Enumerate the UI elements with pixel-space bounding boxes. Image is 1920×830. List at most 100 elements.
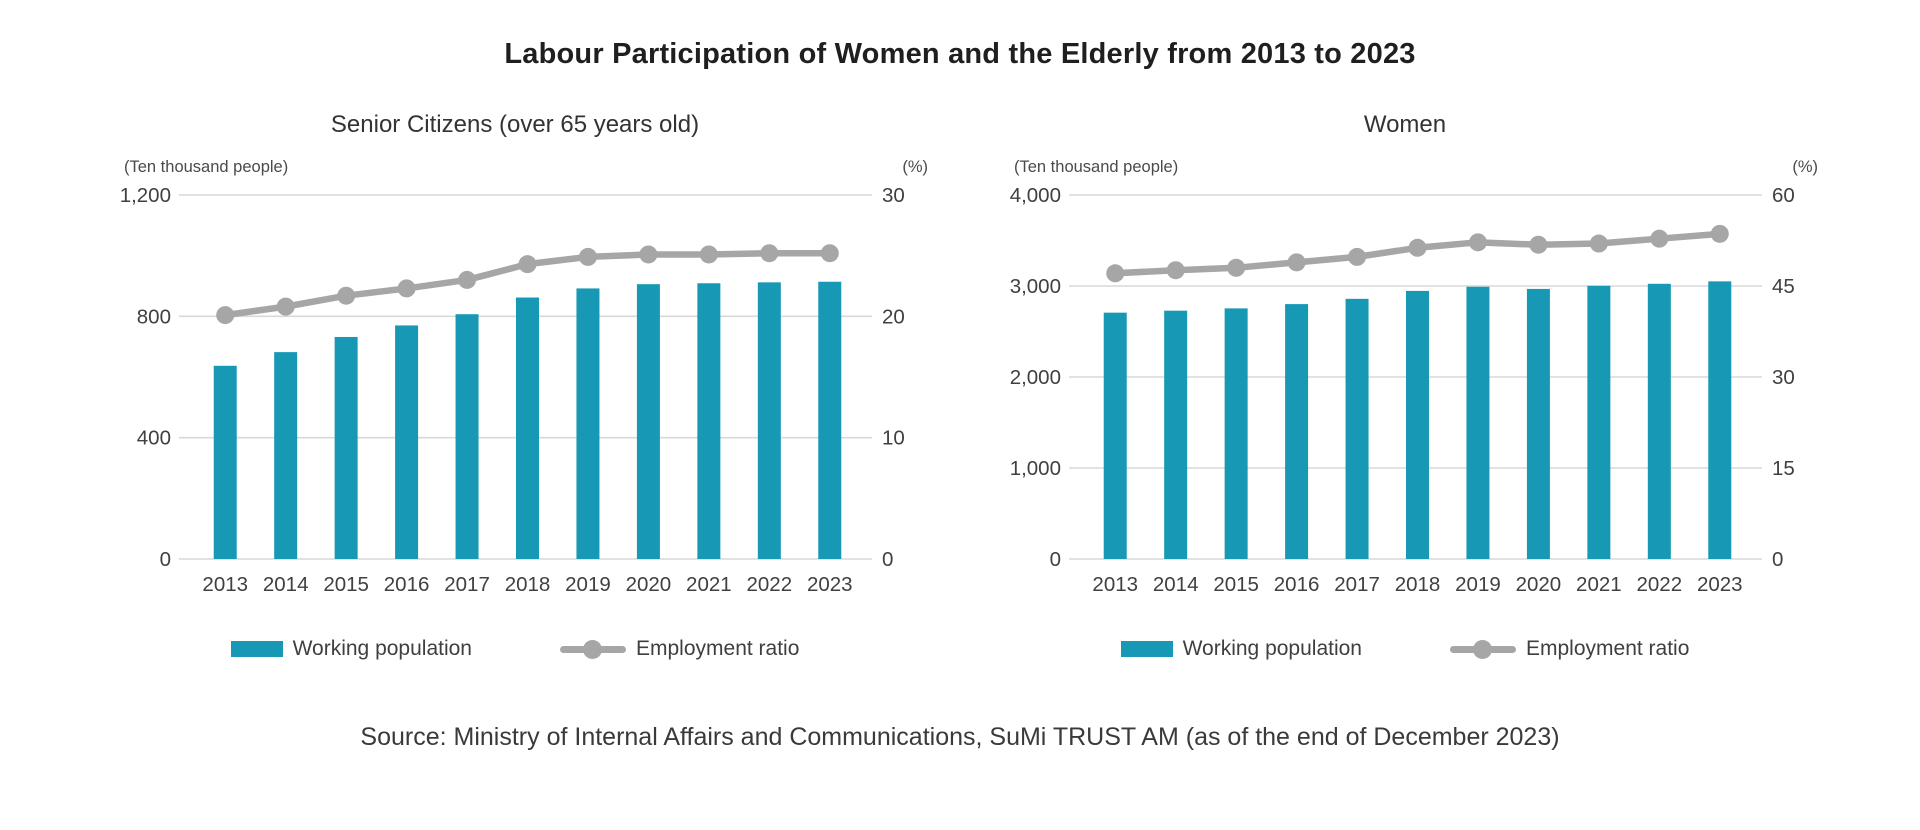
x-label-2017: 2017 — [444, 573, 490, 596]
right-tick-label-60: 60 — [1772, 184, 1795, 207]
marker-2021 — [699, 245, 718, 264]
x-label-2017: 2017 — [1334, 573, 1380, 596]
bar-2014 — [274, 352, 298, 559]
x-label-2013: 2013 — [202, 573, 248, 596]
bar-2018 — [516, 297, 539, 559]
x-label-2022: 2022 — [747, 573, 793, 596]
bar-2022 — [1647, 283, 1671, 559]
right-tick-label-30: 30 — [882, 184, 905, 207]
marker-2020 — [639, 245, 658, 264]
marker-2016 — [397, 279, 416, 298]
bar-2021 — [697, 283, 721, 559]
x-label-2018: 2018 — [505, 573, 551, 596]
bar-2020 — [636, 284, 660, 559]
employment-ratio-dot-icon — [583, 639, 602, 659]
right-tick-label-30: 30 — [1772, 366, 1795, 389]
bar-2015 — [1224, 308, 1248, 559]
women-right-axis-unit-label: (%) — [1792, 158, 1818, 176]
bar-2014 — [1164, 310, 1188, 559]
working-population-swatch-icon — [1120, 641, 1173, 657]
marker-2019 — [1468, 233, 1487, 252]
x-label-2020: 2020 — [626, 573, 672, 596]
marker-2013 — [1106, 264, 1125, 283]
x-label-2021: 2021 — [1576, 573, 1622, 596]
right-tick-label-45: 45 — [1772, 275, 1795, 298]
page-title: Labour Participation of Women and the El… — [504, 38, 1416, 70]
source-note: Source: Ministry of Internal Affairs and… — [360, 723, 1560, 751]
x-label-2015: 2015 — [1213, 573, 1259, 596]
senior-legend: Working population Employment ratio — [90, 637, 940, 661]
marker-2021 — [1589, 234, 1608, 253]
marker-2015 — [337, 286, 356, 305]
x-label-2014: 2014 — [263, 573, 309, 596]
left-tick-label-3000: 3,000 — [1010, 275, 1061, 298]
left-tick-label-400: 400 — [137, 427, 171, 450]
marker-2017 — [1348, 247, 1367, 266]
bar-2013 — [1103, 312, 1127, 559]
left-tick-label-0: 0 — [1050, 548, 1061, 571]
x-label-2018: 2018 — [1395, 573, 1441, 596]
employment-ratio-swatch-icon — [1450, 639, 1516, 659]
bar-2017 — [455, 314, 479, 559]
women-legend: Working population Employment ratio — [980, 637, 1830, 661]
working-population-swatch-icon — [230, 641, 283, 657]
x-label-2019: 2019 — [565, 573, 611, 596]
right-tick-label-0: 0 — [882, 548, 893, 571]
marker-2019 — [578, 247, 597, 266]
bar-2016 — [1285, 304, 1309, 559]
bar-2015 — [334, 336, 358, 559]
women-chart: Women (Ten thousand people) (%) 0 0 1,000 1… — [980, 111, 1830, 661]
bar-2023 — [818, 281, 842, 559]
bar-2019 — [1466, 286, 1490, 559]
bar-2021 — [1587, 285, 1611, 559]
right-tick-label-10: 10 — [882, 427, 905, 450]
left-tick-label-1200: 1,200 — [120, 184, 171, 207]
marker-2023 — [1710, 224, 1729, 243]
left-tick-label-2000: 2,000 — [1010, 366, 1061, 389]
x-label-2023: 2023 — [807, 573, 853, 596]
x-label-2015: 2015 — [323, 573, 369, 596]
legend-label-working-population: Working population — [1182, 637, 1362, 660]
bar-2016 — [395, 325, 419, 559]
bar-2018 — [1406, 290, 1429, 559]
x-label-2019: 2019 — [1455, 573, 1501, 596]
left-tick-label-0: 0 — [160, 548, 171, 571]
charts-row: Senior Citizens (over 65 years old) (Ten… — [0, 111, 1920, 661]
bar-2019 — [576, 288, 600, 559]
employment-ratio-swatch-icon — [560, 639, 626, 659]
x-label-2021: 2021 — [686, 573, 732, 596]
marker-2018 — [1408, 238, 1427, 257]
x-label-2022: 2022 — [1637, 573, 1683, 596]
marker-2013 — [216, 306, 235, 325]
x-label-2023: 2023 — [1697, 573, 1743, 596]
legend-label-employment-ratio: Employment ratio — [1526, 637, 1690, 660]
right-tick-label-20: 20 — [882, 305, 905, 328]
marker-2017 — [458, 270, 477, 289]
legend-label-employment-ratio: Employment ratio — [636, 637, 800, 660]
women-axis-units: (Ten thousand people) (%) — [980, 155, 1830, 179]
marker-2020 — [1529, 235, 1548, 254]
senior-plot-svg: 0 0 400 10 800 20 1,200 30 2013 2014 2015 2016 2017 2… — [120, 184, 905, 596]
left-tick-label-1000: 1,000 — [1010, 457, 1061, 480]
marker-2022 — [760, 244, 779, 263]
left-tick-label-800: 800 — [137, 305, 171, 328]
x-label-2016: 2016 — [1274, 573, 1320, 596]
marker-2014 — [1166, 261, 1185, 280]
right-tick-label-0: 0 — [1772, 548, 1783, 571]
page: Labour Participation of Women and the El… — [0, 38, 1920, 751]
senior-citizens-chart: Senior Citizens (over 65 years old) (Ten… — [90, 111, 940, 661]
bar-2017 — [1345, 298, 1369, 559]
x-label-2016: 2016 — [384, 573, 430, 596]
senior-right-axis-unit-label: (%) — [902, 158, 928, 176]
bar-2022 — [757, 282, 781, 559]
bar-2013 — [213, 365, 237, 559]
bar-2020 — [1526, 288, 1550, 559]
x-label-2014: 2014 — [1153, 573, 1199, 596]
women-plot-svg: 0 0 1,000 15 2,000 30 3,000 45 4,000 60 2013 2014 20… — [1010, 184, 1795, 596]
senior-axis-units: (Ten thousand people) (%) — [90, 155, 940, 179]
marker-2018 — [518, 255, 537, 274]
marker-2023 — [820, 244, 839, 263]
senior-left-axis-unit-label: (Ten thousand people) — [124, 158, 289, 176]
women-left-axis-unit-label: (Ten thousand people) — [1014, 158, 1179, 176]
senior-chart-title: Senior Citizens (over 65 years old) — [330, 111, 700, 138]
